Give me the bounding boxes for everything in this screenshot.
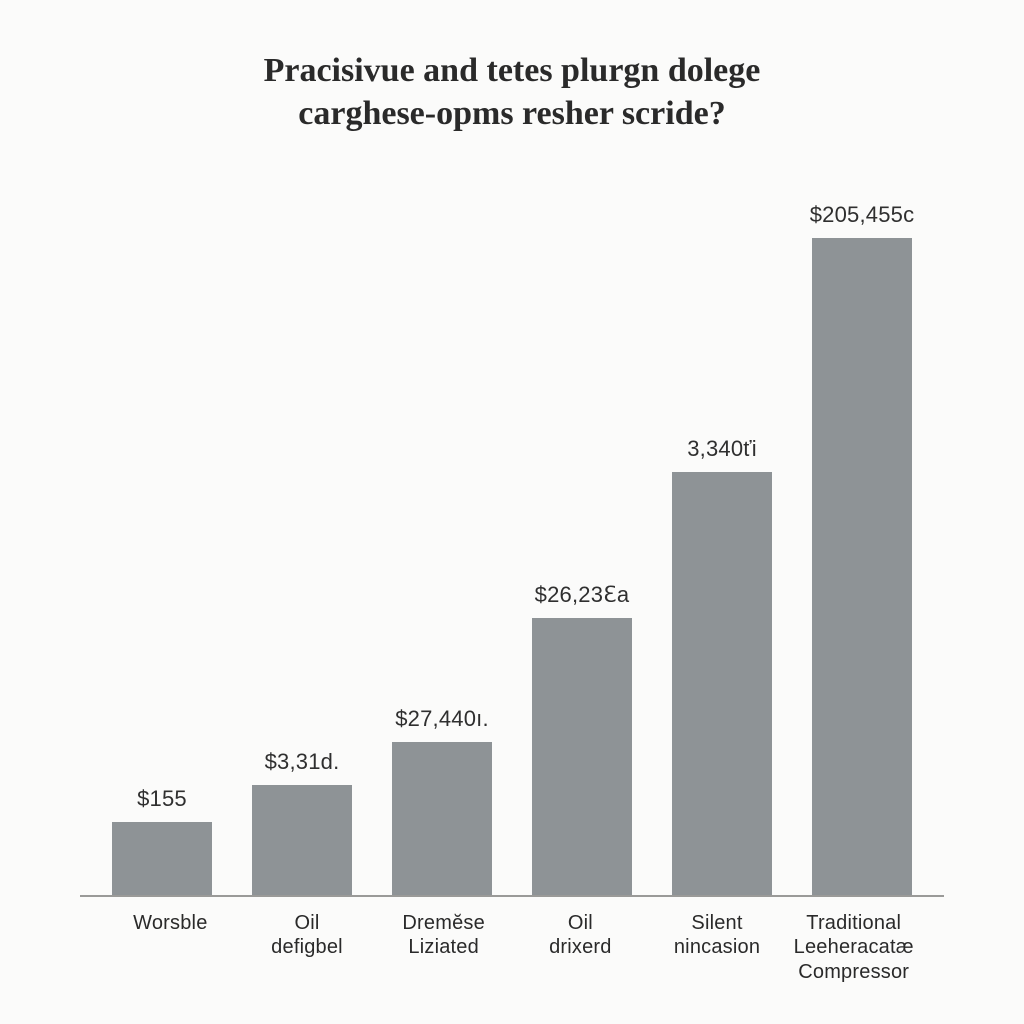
bar-value-label: $27,440ı. xyxy=(395,706,489,732)
x-axis: WorsbleOildefigbelDremĕseLiziatedOildrix… xyxy=(80,897,944,984)
chart-title-line1: Pracisivue and tetes plurgn dolege xyxy=(264,52,761,89)
bar-column: $27,440ı. xyxy=(372,165,512,895)
bar-column: 3,340ťi xyxy=(652,165,792,895)
x-category-label: Oildefigbel xyxy=(239,911,376,984)
bar-value-label: $155 xyxy=(137,786,187,812)
plot-area: $155 $3,31d. $27,440ı. $26,23ℇa 3,340ťi $205,… xyxy=(80,165,944,897)
bars-container: $155 $3,31d. $27,440ı. $26,23ℇa 3,340ťi $205,… xyxy=(80,165,944,895)
bar-column: $3,31d. xyxy=(232,165,372,895)
bar-column: $155 xyxy=(92,165,232,895)
bar xyxy=(392,742,493,895)
chart-title: Pracisivue and tetes plurgn dolege cargh… xyxy=(264,50,761,135)
bar-value-label: $26,23ℇa xyxy=(535,582,630,608)
x-category-label: Oildrixerd xyxy=(512,911,649,984)
bar xyxy=(252,785,353,894)
bar xyxy=(812,238,913,895)
chart-title-line2: carghese-opms resher scride? xyxy=(298,95,725,132)
bar-column: $205,455c xyxy=(792,165,932,895)
x-category-label: Worsble xyxy=(102,911,239,984)
bar xyxy=(532,618,633,895)
bar-value-label: $205,455c xyxy=(810,202,915,228)
bar-chart: $155 $3,31d. $27,440ı. $26,23ℇa 3,340ťi $205,… xyxy=(70,165,954,984)
bar xyxy=(112,822,213,895)
x-category-label: Silentnincasion xyxy=(649,911,786,984)
bar-column: $26,23ℇa xyxy=(512,165,652,895)
bar xyxy=(672,472,773,895)
bar-value-label: $3,31d. xyxy=(265,749,340,775)
x-category-label: TraditionalLeeheracatæCompressor xyxy=(785,911,922,984)
x-category-label: DremĕseLiziated xyxy=(375,911,512,984)
bar-value-label: 3,340ťi xyxy=(687,436,757,462)
